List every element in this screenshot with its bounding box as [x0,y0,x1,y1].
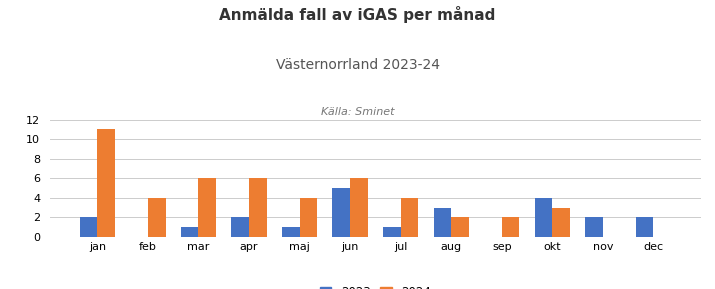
Bar [502,217,520,237]
Bar [181,227,199,237]
Bar [350,178,368,237]
Bar [300,198,317,237]
Bar [332,188,350,237]
Bar [552,208,570,237]
Text: Källa: Sminet: Källa: Sminet [321,107,394,117]
Bar [535,198,552,237]
Bar [451,217,469,237]
Bar [231,217,249,237]
Bar [79,217,97,237]
Bar [433,208,451,237]
Text: Västernorrland 2023-24: Västernorrland 2023-24 [275,58,440,72]
Bar [199,178,216,237]
Bar [148,198,166,237]
Bar [400,198,418,237]
Bar [636,217,654,237]
Bar [249,178,267,237]
Bar [383,227,400,237]
Bar [282,227,300,237]
Text: Anmälda fall av iGAS per månad: Anmälda fall av iGAS per månad [220,6,495,23]
Bar [97,129,115,237]
Bar [585,217,603,237]
Legend: 2023, 2024: 2023, 2024 [315,281,436,289]
